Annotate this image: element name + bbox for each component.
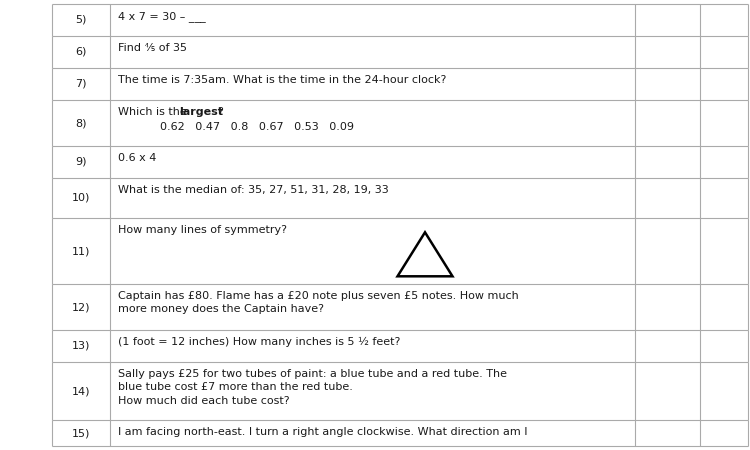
Text: more money does the Captain have?: more money does the Captain have? (118, 305, 324, 315)
Text: I am facing north-east. I turn a right angle clockwise. What direction am I: I am facing north-east. I turn a right a… (118, 427, 527, 437)
Text: Captain has £80. Flame has a £20 note plus seven £5 notes. How much: Captain has £80. Flame has a £20 note pl… (118, 291, 519, 301)
Text: 12): 12) (72, 302, 90, 312)
Text: Sally pays £25 for two tubes of paint: a blue tube and a red tube. The: Sally pays £25 for two tubes of paint: a… (118, 369, 507, 379)
Text: 9): 9) (75, 157, 87, 167)
Text: ?: ? (217, 107, 223, 117)
Text: 11): 11) (72, 246, 90, 256)
Text: 4 x 7 = 30 – ___: 4 x 7 = 30 – ___ (118, 11, 206, 22)
Text: 10): 10) (72, 193, 90, 203)
Text: 14): 14) (72, 386, 90, 396)
Text: blue tube cost £7 more than the red tube.: blue tube cost £7 more than the red tube… (118, 382, 352, 392)
Text: 6): 6) (75, 47, 87, 57)
Text: (1 foot = 12 inches) How many inches is 5 ½ feet?: (1 foot = 12 inches) How many inches is … (118, 337, 400, 347)
Text: How many lines of symmetry?: How many lines of symmetry? (118, 225, 287, 235)
Text: The time is 7:35am. What is the time in the 24-hour clock?: The time is 7:35am. What is the time in … (118, 75, 446, 85)
Text: How much did each tube cost?: How much did each tube cost? (118, 396, 290, 406)
Text: 0.6 x 4: 0.6 x 4 (118, 153, 156, 163)
Text: largest: largest (179, 107, 223, 117)
Text: 0.62   0.47   0.8   0.67   0.53   0.09: 0.62 0.47 0.8 0.67 0.53 0.09 (118, 122, 354, 132)
Text: Find ⅘ of 35: Find ⅘ of 35 (118, 43, 187, 53)
Text: Which is the: Which is the (118, 107, 190, 117)
Text: 15): 15) (72, 428, 90, 438)
Text: What is the median of: 35, 27, 51, 31, 28, 19, 33: What is the median of: 35, 27, 51, 31, 2… (118, 185, 388, 195)
Text: 13): 13) (72, 341, 90, 351)
Text: 8): 8) (75, 118, 87, 128)
Text: 5): 5) (75, 15, 87, 25)
Text: 7): 7) (75, 79, 87, 89)
